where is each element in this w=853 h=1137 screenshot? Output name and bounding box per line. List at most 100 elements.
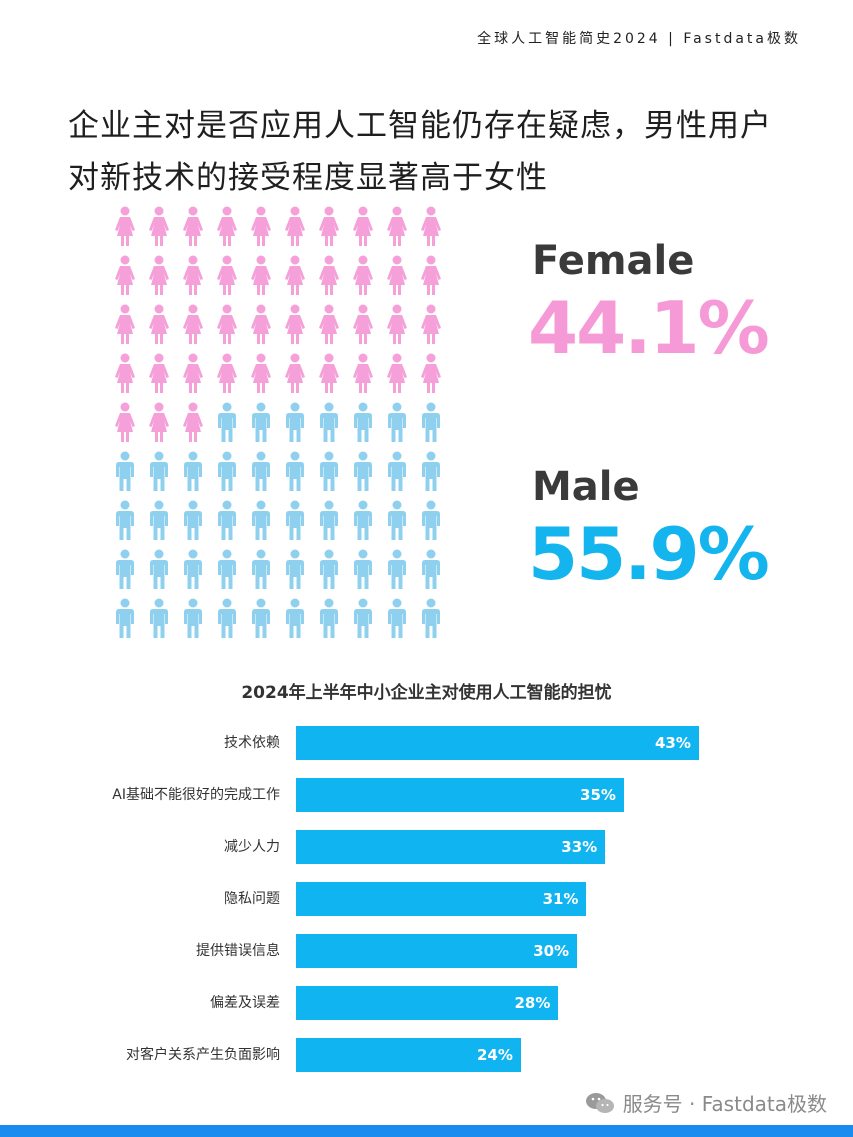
female-person-icon [217,255,237,295]
bar-value-label: 31% [542,890,579,908]
bar-row: 对客户关系产生负面影响 24% [0,1038,853,1072]
headline-line-1: 企业主对是否应用人工智能仍存在疑虑，男性用户 [68,108,772,144]
bar [296,986,559,1020]
bar-row: 减少人力 33% [0,830,853,864]
male-person-icon [286,549,304,589]
male-person-icon [354,549,372,589]
bar-value-label: 35% [580,786,616,804]
bar-row: 技术依赖 43% [0,726,853,760]
female-person-icon [353,206,373,246]
female-person-icon [149,353,169,393]
female-person-icon [387,206,407,246]
male-person-icon [320,500,338,540]
male-person-icon [150,598,168,638]
bar [296,830,606,864]
female-person-icon [251,206,271,246]
female-person-icon [183,206,203,246]
bar-category-label: 技术依赖 [224,735,280,751]
bar-category-label: 减少人力 [224,839,280,855]
male-person-icon [388,451,406,491]
female-person-icon [115,353,135,393]
bar-category-label: 隐私问题 [224,891,280,907]
female-person-icon [183,353,203,393]
concerns-bar-chart: 技术依赖 43% AI基础不能很好的完成工作 35% 减少人力 33% 隐私问题 31% 提供错… [0,726,853,1086]
female-person-icon [285,255,305,295]
male-person-icon [422,451,440,491]
bar [296,882,587,916]
bar-value-label: 43% [655,734,691,752]
male-person-icon [354,598,372,638]
male-person-icon [116,549,134,589]
female-person-icon [285,206,305,246]
female-person-icon [319,255,339,295]
male-person-icon [320,402,338,442]
male-person-icon [184,598,202,638]
male-person-icon [320,598,338,638]
male-person-icon [388,500,406,540]
female-person-icon [319,206,339,246]
gender-icon-grid [115,206,441,638]
male-person-icon [422,549,440,589]
male-person-icon [116,500,134,540]
male-person-icon [218,500,236,540]
male-person-icon [252,451,270,491]
female-person-icon [353,255,373,295]
female-person-icon [149,255,169,295]
female-person-icon [217,304,237,344]
female-person-icon [421,255,441,295]
wechat-icon [585,1092,614,1113]
female-person-icon [183,402,203,442]
headline-line-2: 对新技术的接受程度显著高于女性 [68,160,548,196]
female-person-icon [421,353,441,393]
female-person-icon [217,206,237,246]
male-person-icon [218,451,236,491]
bar-value-label: 24% [476,1046,513,1064]
bar-row: 提供错误信息 30% [0,934,853,968]
female-person-icon [251,353,271,393]
female-person-icon [421,304,441,344]
female-person-icon [183,304,203,344]
female-person-icon [285,304,305,344]
bottom-accent-bar [0,1125,853,1137]
female-person-icon [353,353,373,393]
report-header: 全球人工智能简史2024 | Fastdata极数 [477,31,801,47]
watermark: 服务号 · Fastdata极数 [585,1088,827,1117]
male-person-icon [286,500,304,540]
female-person-icon [421,206,441,246]
male-percentage: 55.9% [528,512,770,596]
male-person-icon [286,402,304,442]
bar-value-label: 33% [561,838,598,856]
bar-value-label: 28% [514,994,551,1012]
male-person-icon [116,451,134,491]
bar [296,1038,521,1072]
male-person-icon [388,549,406,589]
male-person-icon [320,451,338,491]
male-person-icon [116,598,134,638]
male-person-icon [184,500,202,540]
male-person-icon [184,549,202,589]
male-person-icon [150,549,168,589]
female-label: Female [532,238,695,284]
female-person-icon [387,353,407,393]
female-person-icon [387,304,407,344]
male-person-icon [388,402,406,442]
bar [296,778,624,812]
female-person-icon [319,304,339,344]
male-person-icon [354,402,372,442]
female-person-icon [183,255,203,295]
bar-category-label: 对客户关系产生负面影响 [126,1047,280,1063]
male-person-icon [150,451,168,491]
female-percentage: 44.1% [528,286,770,370]
female-person-icon [251,304,271,344]
male-person-icon [150,500,168,540]
bar-category-label: AI基础不能很好的完成工作 [112,787,280,803]
bar [296,726,699,760]
male-person-icon [422,598,440,638]
male-person-icon [252,549,270,589]
bar-row: AI基础不能很好的完成工作 35% [0,778,853,812]
bar-chart-title: 2024年上半年中小企业主对使用人工智能的担忧 [241,683,612,703]
female-person-icon [149,402,169,442]
female-person-icon [115,402,135,442]
female-person-icon [285,353,305,393]
female-person-icon [353,304,373,344]
